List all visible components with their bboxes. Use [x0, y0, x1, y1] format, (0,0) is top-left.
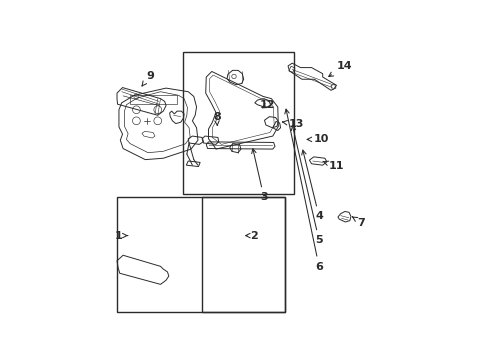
Bar [117, 197, 285, 312]
Bar [183, 51, 293, 194]
Text: 9: 9 [142, 71, 154, 86]
Text: 12: 12 [260, 100, 275, 110]
Bar [130, 95, 177, 104]
Text: 8: 8 [212, 112, 220, 125]
Bar [202, 197, 285, 312]
Text: 1: 1 [114, 230, 127, 240]
Text: 5: 5 [291, 126, 322, 245]
Text: 11: 11 [322, 161, 343, 171]
Text: 4: 4 [301, 150, 323, 221]
Text: 6: 6 [284, 109, 323, 272]
Text: 3: 3 [251, 149, 267, 202]
Text: 2: 2 [245, 230, 257, 240]
Text: 14: 14 [328, 61, 351, 77]
Text: 13: 13 [282, 119, 303, 129]
Text: 10: 10 [306, 134, 328, 144]
Text: 7: 7 [352, 217, 365, 228]
